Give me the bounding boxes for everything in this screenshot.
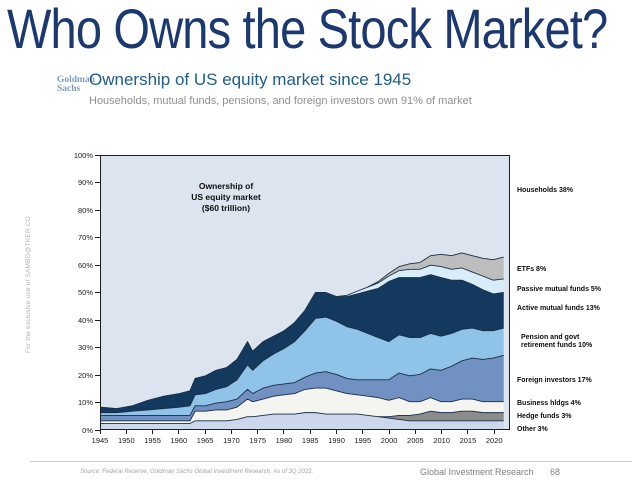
x-axis-tick — [309, 430, 311, 434]
x-axis-label: 1955 — [144, 436, 161, 445]
x-axis-tick — [388, 430, 390, 434]
y-axis-tick — [95, 347, 100, 348]
series-label-passive-mutual-funds: Passive mutual funds 5% — [517, 286, 602, 293]
chart-subheading: Households, mutual funds, pensions, and … — [89, 95, 472, 107]
y-axis-label: 60% — [77, 260, 93, 270]
band-passive-mutual-funds — [101, 265, 504, 409]
ownership-area-chart — [101, 252, 504, 429]
chart-heading: Ownership of US equity market since 1945 — [89, 70, 412, 89]
x-axis-label: 1990 — [328, 436, 345, 445]
x-axis-tick — [99, 430, 101, 434]
logo-line-2: Sachs — [57, 83, 81, 94]
y-axis-tick — [95, 402, 100, 403]
x-axis-label: 2020 — [485, 436, 503, 445]
boundary-hedge-funds — [378, 410, 504, 418]
x-axis-label: 2000 — [380, 436, 398, 445]
y-axis-label: 50% — [77, 288, 93, 297]
y-axis-tick — [95, 292, 100, 293]
series-label-etfs: ETFs 8% — [517, 266, 547, 273]
boundary-pension-and-govt-retirement-funds — [101, 316, 504, 414]
annotation-line-1: Ownership of — [198, 181, 254, 191]
boundary-foreign-investors — [101, 354, 504, 416]
x-axis-label: 1985 — [301, 436, 319, 445]
logo-line-1: Goldman — [57, 75, 96, 85]
y-axis-tick — [95, 182, 100, 183]
x-axis-label: 1995 — [354, 436, 372, 445]
boundary-etfs — [367, 252, 504, 288]
y-axis-tick — [95, 264, 100, 266]
y-axis-label: 30% — [77, 343, 93, 352]
band-business-hldgs — [101, 388, 504, 424]
x-axis-tick — [152, 430, 154, 434]
x-axis-label: 1980 — [275, 436, 293, 445]
series-label-active-mutual-funds: Active mutual funds 13% — [517, 305, 600, 312]
y-axis-label: 20% — [77, 370, 93, 380]
footer-department: Global Investment Research — [420, 467, 534, 477]
x-axis-tick — [230, 430, 232, 434]
series-label-pension-govt-retirement-funds: Pension and govt retirement funds 10% — [521, 334, 593, 350]
x-axis-label: 1950 — [117, 436, 135, 445]
annotation-line-2: US equity market — [191, 192, 261, 203]
x-axis-label: 1965 — [196, 436, 214, 445]
x-axis-label: 1945 — [91, 436, 109, 445]
plot-area — [100, 155, 510, 430]
x-axis-label: 2015 — [459, 436, 477, 445]
band-other — [101, 412, 504, 429]
x-axis-tick — [336, 430, 338, 434]
x-axis-tick — [493, 430, 495, 434]
page-number: 68 — [550, 467, 561, 477]
band-foreign-investors — [101, 355, 504, 421]
y-axis-label: 100% — [73, 150, 93, 160]
x-axis-tick — [362, 430, 364, 434]
band-pension-and-govt-retirement-funds — [101, 317, 504, 416]
series-label-other: Other 3% — [517, 426, 548, 433]
slide-title: Who Owns the Stock Market? — [7, 0, 608, 60]
x-axis-tick — [178, 430, 180, 434]
chart-annotation: Ownership of US equity market ($60 trill… — [160, 181, 292, 214]
y-axis-label: 70% — [77, 233, 93, 242]
band-active-mutual-funds — [101, 274, 504, 413]
boundary-business-hldgs — [101, 387, 504, 422]
boundary-active-mutual-funds — [101, 274, 504, 409]
x-axis-label: 1970 — [223, 436, 240, 445]
annotation-line-3: ($60 trillion) — [201, 203, 251, 214]
x-axis-label: 2005 — [407, 436, 424, 445]
exclusive-use-note: For the exclusive use of SAMBO@TKER.CO — [25, 215, 32, 353]
x-axis-tick — [467, 430, 469, 434]
series-label-hedge-funds: Hedge funds 3% — [517, 413, 572, 420]
y-axis-label: 90% — [77, 178, 93, 187]
footer-divider — [30, 461, 632, 462]
y-axis-label: 80% — [77, 205, 93, 215]
goldman-sachs-logo: Goldman Sachs — [57, 76, 95, 93]
x-axis-tick — [257, 430, 259, 434]
series-label-foreign-investors: Foreign investors 17% — [517, 377, 592, 384]
y-axis-tick — [95, 429, 100, 431]
series-label-business-hldgs: Business hldgs 4% — [517, 400, 581, 407]
y-axis-label: 0% — [82, 425, 93, 435]
y-axis-tick — [95, 154, 100, 156]
source-note: Source: Federal Reserve, Goldman Sachs G… — [80, 469, 314, 475]
y-axis-tick — [95, 237, 100, 238]
series-label-households: Households 38% — [517, 187, 574, 194]
x-axis-tick — [283, 430, 285, 434]
y-axis-tick — [95, 209, 100, 211]
band-hedge-funds — [101, 411, 504, 424]
x-axis-tick — [414, 430, 416, 434]
y-axis-tick — [95, 374, 100, 376]
boundary-passive-mutual-funds — [336, 264, 504, 298]
x-axis-tick — [441, 430, 443, 434]
x-axis-tick — [125, 430, 127, 434]
x-axis-label: 2010 — [433, 436, 450, 445]
y-axis-tick — [95, 319, 100, 321]
y-axis-label: 10% — [77, 398, 93, 407]
x-axis-tick — [204, 430, 206, 434]
y-axis-label: 40% — [77, 315, 93, 325]
x-axis-label: 1975 — [249, 436, 267, 445]
x-axis-label: 1960 — [170, 436, 188, 445]
boundary-other — [101, 412, 504, 424]
